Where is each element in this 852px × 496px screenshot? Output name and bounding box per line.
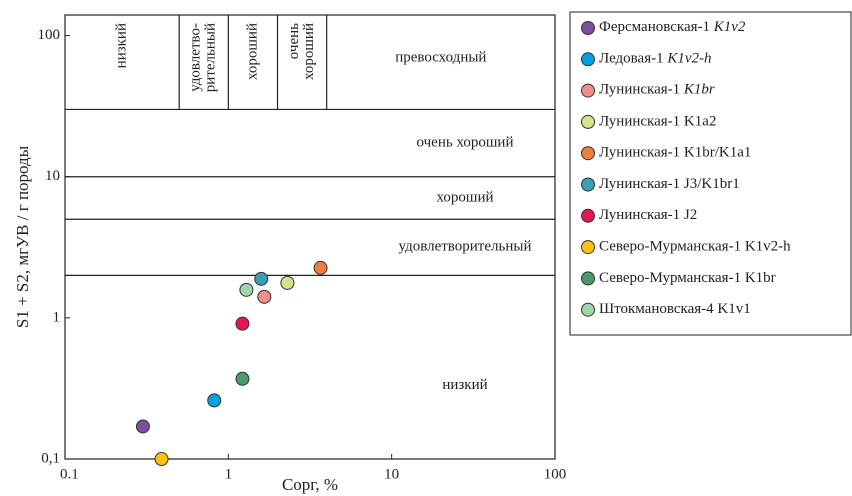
legend-label: Штокмановская-4 K1v1 xyxy=(599,301,751,317)
scatter-point xyxy=(235,316,250,331)
scatter-point xyxy=(235,371,250,386)
scatter-point xyxy=(207,393,222,408)
legend-marker xyxy=(581,52,595,67)
legend-marker xyxy=(581,208,595,223)
x-axis-label: Сорг, % xyxy=(282,475,338,494)
x-tick-label: 0.1 xyxy=(60,466,79,482)
x-tick-label: 1 xyxy=(225,466,233,482)
y-tick-label: 10 xyxy=(45,168,60,184)
legend-frame xyxy=(569,11,852,336)
y-zone-label: очень хороший xyxy=(417,135,514,151)
legend-label: Лунинская-1 K1br xyxy=(599,82,715,98)
legend-marker xyxy=(581,114,595,129)
legend-marker xyxy=(581,271,595,286)
legend-marker xyxy=(581,240,595,255)
scatter-point xyxy=(280,275,295,290)
scatter-point xyxy=(313,260,328,275)
y-zone-label: низкий xyxy=(442,377,487,393)
legend-label: Ледовая-1 K1v2-h xyxy=(599,51,712,67)
legend-label: Лунинская-1 J2 xyxy=(599,207,697,223)
scatter-point xyxy=(154,452,169,466)
legend-marker xyxy=(581,83,595,98)
y-tick-label: 0,1 xyxy=(41,450,60,466)
legend-label: Северо-Мурманская-1 K1br xyxy=(599,270,776,286)
legend-label: Лунинская-1 K1br/K1a1 xyxy=(599,145,751,161)
legend-marker xyxy=(581,302,595,317)
plot-frame xyxy=(64,14,556,460)
legend-marker xyxy=(581,21,595,35)
x-zone-label: рительный xyxy=(203,23,219,92)
legend-label: Северо-Мурманская-1 K1v2-h xyxy=(599,239,791,255)
x-zone-label: хороший xyxy=(244,23,260,80)
x-tick-label: 100 xyxy=(544,466,567,482)
legend-marker xyxy=(581,146,595,161)
x-tick-label: 10 xyxy=(384,466,399,482)
y-tick-label: 100 xyxy=(38,27,61,43)
scatter-point xyxy=(239,282,254,297)
x-zone-label: превосходный xyxy=(395,50,486,66)
x-zone-label: низкий xyxy=(114,23,130,68)
x-zone-label: очень xyxy=(286,23,302,59)
y-zone-label: удовлетворительный xyxy=(399,239,532,255)
legend-label: Лунинская-1 J3/K1br1 xyxy=(599,176,740,192)
x-zone-label: хороший xyxy=(301,23,317,80)
y-zone-label: хороший xyxy=(436,189,493,205)
scatter-point xyxy=(254,271,269,286)
scatter-point xyxy=(257,289,272,304)
legend-label: Ферсмановская-1 K1v2 xyxy=(599,19,746,35)
legend-label: Лунинская-1 K1a2 xyxy=(599,113,716,129)
scatter-point xyxy=(135,419,150,434)
y-axis-label: S1 + S2, мгУВ / г породы xyxy=(13,145,32,328)
y-tick-label: 1 xyxy=(53,309,61,325)
x-zone-label: удовлетво- xyxy=(188,23,204,92)
legend-marker xyxy=(581,177,595,192)
